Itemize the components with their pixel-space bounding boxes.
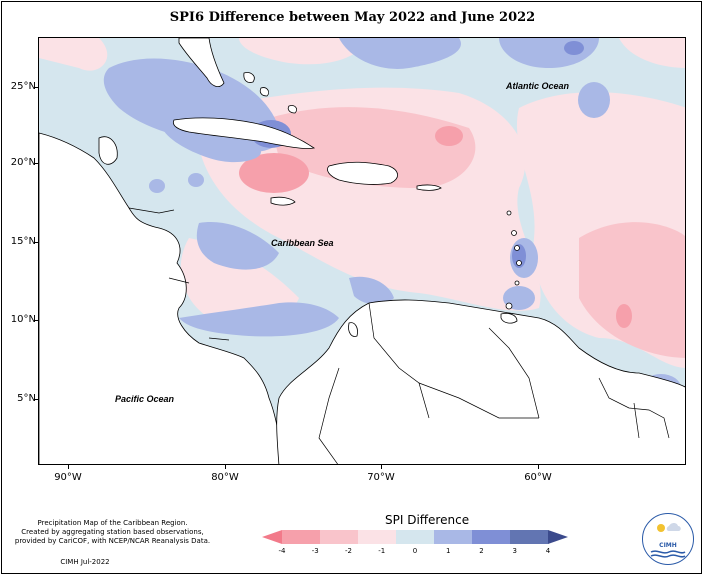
legend-tick-label: 3 [512, 547, 517, 555]
legend-tick-label: -1 [378, 547, 386, 555]
legend-tick-label: -3 [311, 547, 319, 555]
map-panel [38, 37, 686, 465]
label-caribbean-sea: Caribbean Sea [271, 238, 334, 248]
legend-arrow-high [548, 530, 568, 544]
logo-emblem-icon [650, 523, 686, 558]
legend-tick-label: -2 [345, 547, 352, 555]
cimh-logo-icon: CIMH [642, 513, 694, 565]
label-pacific-ocean: Pacific Ocean [115, 394, 175, 404]
legend-tick-label: 4 [545, 547, 551, 555]
legend-tick-label: 0 [412, 547, 418, 555]
legend-tick-label: 2 [479, 547, 484, 555]
lon-label-70w: 70°W [367, 472, 395, 483]
lon-label-60w: 60°W [524, 472, 552, 483]
legend-swatch [472, 530, 511, 544]
map-title: SPI6 Difference between May 2022 and Jun… [169, 10, 536, 25]
landmass-layer [39, 38, 685, 464]
legend-colorbar [262, 530, 568, 544]
lat-label-10n: 10°N [10, 314, 36, 325]
spi-difference-field [39, 38, 685, 464]
label-atlantic-ocean: Atlantic Ocean [506, 81, 570, 91]
logo-text: CIMH [659, 542, 677, 549]
legend-swatch [510, 530, 549, 544]
lat-label-25n: 25°N [10, 81, 36, 92]
footer-description: Precipitation Map of the Caribbean Regio… [5, 519, 220, 546]
footer-credit: CIMH Jul-2022 [60, 558, 110, 566]
legend-swatch [396, 530, 435, 544]
legend-swatch [434, 530, 473, 544]
footer-line-1: Precipitation Map of the Caribbean Regio… [37, 519, 188, 527]
legend-arrow-low [262, 530, 282, 544]
footer-line-2: Created by aggregating station based obs… [21, 528, 204, 536]
lat-label-20n: 20°N [10, 157, 36, 168]
lon-label-80w: 80°W [211, 472, 239, 483]
legend-tick-label: -4 [278, 547, 286, 555]
lat-label-15n: 15°N [10, 236, 36, 247]
footer-line-3: provided by CariCOF, with NCEP/NCAR Rean… [14, 537, 211, 545]
lat-label-5n: 5°N [17, 393, 36, 404]
legend-swatch [320, 530, 359, 544]
legend-swatch [282, 530, 321, 544]
legend-tick-label: 1 [446, 547, 451, 555]
lon-label-90w: 90°W [54, 472, 82, 483]
legend-swatch [358, 530, 397, 544]
legend-title: SPI Difference [385, 513, 470, 527]
